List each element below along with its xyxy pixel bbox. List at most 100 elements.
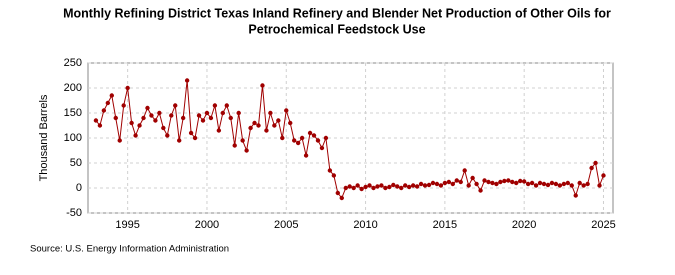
data-point	[165, 133, 170, 138]
data-point	[200, 118, 206, 123]
data-point	[315, 138, 321, 143]
data-point	[549, 180, 555, 186]
y-tick-label: 150	[64, 107, 82, 119]
chart-title-line2: Petrochemical Feedstock Use	[248, 22, 425, 36]
data-point	[446, 179, 452, 185]
data-point	[93, 118, 99, 123]
chart-title: Monthly Refining District Texas Inland R…	[63, 6, 611, 20]
data-point	[395, 184, 400, 189]
data-point	[490, 180, 495, 186]
data-point	[319, 145, 325, 151]
data-point	[145, 105, 150, 111]
data-point	[240, 138, 245, 143]
data-point	[232, 143, 237, 148]
data-point	[518, 178, 523, 184]
data-point	[391, 182, 396, 188]
data-point	[399, 185, 404, 191]
data-point	[494, 181, 499, 187]
data-point	[177, 138, 182, 143]
data-point	[561, 181, 567, 187]
source: Source: U.S. Energy Information Administ…	[30, 244, 229, 255]
data-point	[529, 180, 535, 186]
data-point	[184, 78, 190, 83]
data-point	[280, 135, 285, 141]
data-point	[228, 115, 233, 121]
data-point	[169, 113, 174, 118]
data-point	[117, 138, 122, 143]
data-point	[514, 180, 519, 186]
data-point	[339, 195, 344, 201]
data-point	[343, 185, 348, 191]
y-axis-label: Thousand Barrels	[38, 94, 50, 181]
data-point	[303, 153, 309, 158]
data-point	[533, 183, 539, 188]
y-tick-label: 250	[64, 57, 82, 69]
data-point	[589, 165, 594, 171]
data-point	[438, 183, 444, 188]
data-point	[577, 180, 582, 186]
data-point	[149, 113, 154, 118]
data-point	[331, 173, 337, 178]
data-point	[288, 120, 293, 126]
data-point	[601, 173, 606, 178]
data-point	[363, 184, 368, 190]
data-point	[153, 118, 158, 123]
data-point	[434, 181, 440, 187]
data-point	[537, 180, 543, 186]
data-point	[196, 113, 202, 118]
data-point	[593, 160, 598, 166]
x-tick-label: 2020	[512, 219, 536, 231]
data-point	[383, 185, 388, 191]
data-point	[403, 183, 408, 188]
data-point	[188, 130, 194, 136]
data-point	[192, 135, 198, 141]
data-point	[327, 168, 333, 173]
data-point	[101, 108, 107, 113]
data-point	[478, 188, 483, 193]
data-point	[204, 110, 210, 116]
data-point	[137, 123, 142, 128]
data-point	[442, 180, 448, 186]
data-point	[502, 178, 507, 184]
data-point	[97, 123, 103, 128]
data-point	[105, 100, 111, 106]
data-point	[351, 185, 356, 191]
data-point	[248, 125, 253, 131]
data-point	[129, 120, 134, 126]
data-point	[212, 103, 218, 108]
data-point	[581, 183, 586, 188]
data-point	[276, 118, 281, 123]
x-tick-label: 1995	[115, 219, 139, 231]
data-point	[545, 182, 551, 188]
data-point	[458, 179, 463, 185]
data-point	[430, 180, 436, 186]
data-point	[367, 183, 372, 188]
data-point	[359, 186, 364, 192]
y-tick-label: 50	[70, 157, 82, 169]
data-point	[585, 181, 590, 187]
data-point	[510, 179, 515, 185]
data-point	[141, 115, 146, 121]
data-point	[521, 179, 527, 184]
data-point	[573, 193, 578, 198]
data-point	[375, 184, 380, 189]
data-point	[220, 110, 226, 116]
data-point	[180, 115, 186, 121]
data-point	[498, 179, 503, 185]
data-point	[454, 178, 459, 183]
data-point	[462, 168, 467, 173]
data-point	[216, 128, 222, 133]
data-point	[291, 138, 297, 143]
data-point	[474, 181, 479, 187]
y-tick-label: 100	[64, 132, 82, 144]
x-tick-label: 2015	[433, 219, 457, 231]
data-point	[347, 184, 352, 189]
data-point	[525, 181, 531, 187]
data-point	[121, 103, 126, 108]
x-tick-label: 2005	[274, 219, 298, 231]
data-point	[569, 183, 574, 188]
data-point	[379, 183, 384, 188]
data-point	[252, 120, 257, 126]
data-point	[295, 140, 301, 146]
data-point	[260, 83, 265, 88]
